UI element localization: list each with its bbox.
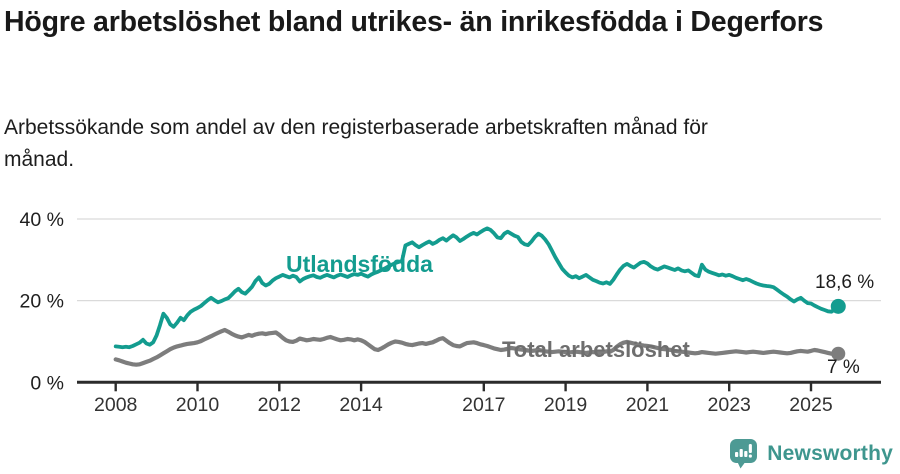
- x-axis-label: 2008: [94, 394, 137, 416]
- series-line-total: [113, 327, 841, 367]
- x-axis-label: 2021: [626, 394, 669, 416]
- y-axis-label: 0 %: [30, 372, 64, 394]
- y-axis-label: 20 %: [20, 291, 64, 313]
- newsworthy-logo-icon: [730, 439, 758, 469]
- x-axis-label: 2012: [258, 394, 301, 416]
- chart-title: Högre arbetslöshet bland utrikes- än inr…: [4, 6, 824, 38]
- chart-subtitle: Arbetssökande som andel av den registerb…: [4, 116, 708, 171]
- x-axis-label: 2017: [462, 394, 505, 416]
- series-label-total-arbetsloshet: Total arbetslöshet: [502, 337, 690, 362]
- series-line-utlandsfodda: [113, 226, 841, 350]
- x-axis-label: 2019: [544, 394, 587, 416]
- brand-footer: Newsworthy: [729, 438, 893, 470]
- series-end-dot-utlandsfodda: [830, 298, 846, 314]
- x-axis-label: 2010: [176, 394, 220, 416]
- x-axis-label: 2014: [339, 394, 383, 416]
- x-axis-label: 2025: [789, 394, 833, 416]
- y-axis-label: 40 %: [20, 209, 64, 231]
- brand-name: Newsworthy: [767, 442, 893, 465]
- series-end-dot-total: [831, 346, 846, 361]
- x-axis-label: 2023: [708, 394, 751, 416]
- series-label-utlandsfodda: Utlandsfödda: [286, 251, 433, 277]
- end-value-utlandsfodda: 18,6 %: [815, 272, 875, 293]
- end-value-total-arbetsloshet: 7 %: [827, 357, 860, 378]
